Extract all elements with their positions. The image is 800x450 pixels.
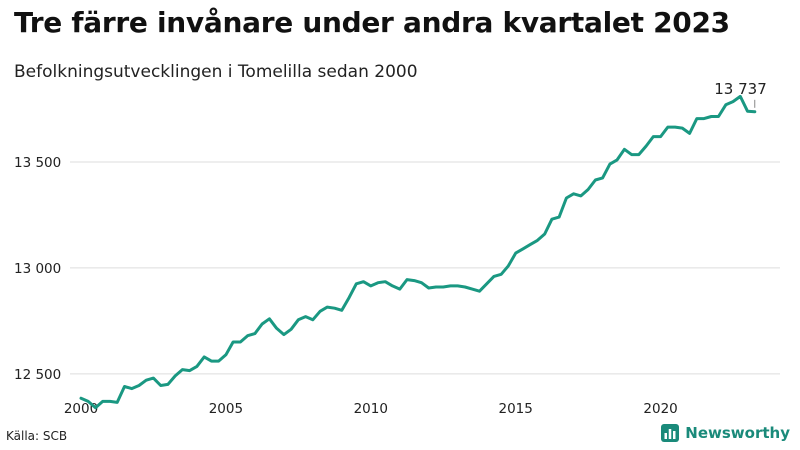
newsworthy-logo[interactable]: Newsworthy bbox=[661, 424, 790, 442]
x-tick-label-0: 2000 bbox=[64, 401, 98, 417]
annotations: 13 737 bbox=[714, 80, 767, 108]
y-tick-label-0: 12 500 bbox=[14, 367, 61, 383]
brand-name: Newsworthy bbox=[685, 424, 790, 442]
x-tick-label-2: 2010 bbox=[354, 401, 388, 417]
series-line-0 bbox=[79, 94, 757, 410]
annotation-label: 13 737 bbox=[714, 80, 767, 98]
x-tick-label-4: 2020 bbox=[643, 401, 677, 417]
grid-lines bbox=[70, 161, 780, 375]
bar-chart-logo-icon bbox=[661, 424, 680, 442]
chart-subtitle: Befolkningsutvecklingen i Tomelilla seda… bbox=[14, 62, 418, 82]
y-tick-labels: 12 500 13 000 13 500 bbox=[14, 155, 61, 383]
source-note: Källa: SCB bbox=[6, 429, 68, 443]
chart-title: Tre färre invånare under andra kvartalet… bbox=[14, 6, 730, 39]
x-tick-label-1: 2005 bbox=[209, 401, 243, 417]
x-tick-labels: 2000 2005 2010 2015 2020 bbox=[64, 401, 678, 417]
y-tick-label-2: 13 500 bbox=[14, 155, 61, 171]
x-tick-label-3: 2015 bbox=[499, 401, 533, 417]
y-tick-label-1: 13 000 bbox=[14, 261, 61, 277]
series-lines bbox=[79, 94, 757, 410]
